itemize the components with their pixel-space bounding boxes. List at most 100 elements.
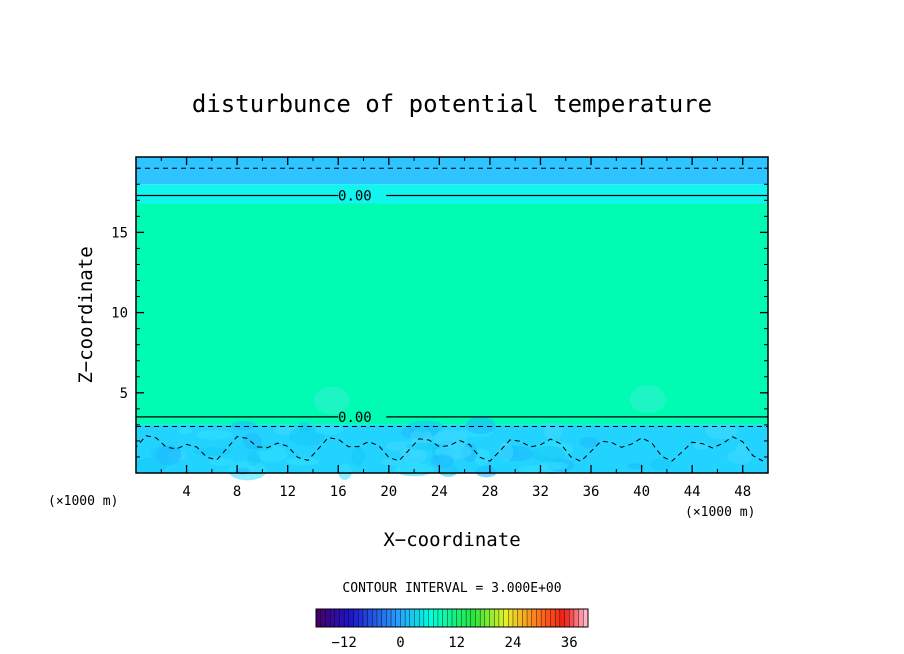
x-tick-label: 16 [330,484,347,500]
y-axis-label: Z−coordinate [75,246,97,383]
colorbar-cell [550,608,556,628]
colorbar-cell [390,608,397,628]
colorbar-cell [517,608,523,628]
x-tick-label: 4 [182,484,190,500]
x-tick-label: 44 [684,484,701,500]
colorbar-cell [320,608,326,628]
surface-patch [177,427,192,435]
colorbar-tick-label: 0 [396,635,404,651]
colorbar-cell [531,608,537,628]
surface-patch [242,433,262,450]
surface-patch [433,429,468,449]
surface-patch [192,447,232,456]
colorbar-cell [400,608,406,628]
surface-patch [410,427,433,447]
colorbar-cell [508,608,514,628]
colorbar-cell [451,608,458,628]
contour-label: 0.00 [338,188,372,204]
colorbar-cell [353,608,359,628]
colorbar-cell [372,608,378,628]
surface-patch [579,436,599,448]
colorbar-cell [536,608,542,628]
x-unit-right-label: (×1000 m) [685,505,755,520]
colorbar-cell [479,608,486,628]
colorbar-cell [325,608,331,628]
boundary-layer-contour [135,426,764,462]
surface-patch [430,454,455,468]
colorbar-cell [503,608,509,628]
surface-patch [465,416,496,435]
colorbar-cell [564,608,570,628]
colorbar-cell [423,608,430,628]
colorbar-cell [545,608,551,628]
colorbar-cell [447,608,453,628]
surface-patch [705,424,739,440]
contour-label: 0.00 [338,410,372,426]
band-2 [136,203,768,425]
colorbar-cell [578,608,584,628]
colorbar-cell [437,608,444,628]
colorbar-cell [484,608,491,628]
colorbar-cell [433,608,439,628]
surface-patch [209,458,235,466]
colorbar-cell [559,608,566,628]
colorbar-cell [554,608,561,628]
thermal-bump [629,385,666,414]
colorbar-cell [418,608,425,628]
colorbar-cell [498,608,505,628]
x-tick-label: 12 [279,484,296,500]
colorbar-cell [343,608,350,628]
colorbar-cell [362,608,369,628]
x-tick-label: 32 [532,484,549,500]
x-tick-label: 40 [633,484,650,500]
colorbar-cell [489,608,495,628]
contour-interval-label: CONTOUR INTERVAL = 3.000E+00 [342,581,561,596]
surface-patch [475,466,498,478]
colorbar-cell [315,608,322,628]
surface-patch [196,429,234,440]
colorbar-cell [409,608,415,628]
colorbar-cell [395,608,401,628]
colorbar-cell [526,608,533,628]
colorbar: −12 0 12 24 36 [315,608,589,651]
band-1 [136,184,768,204]
colorbar-cell [339,608,345,628]
colorbar-cell [573,608,580,628]
colorbar-cell [428,608,434,628]
colorbar-cell [358,608,364,628]
surface-patch [247,451,261,466]
colorbar-frame [315,608,589,628]
surface-patch [735,442,749,454]
x-axis-label: X−coordinate [383,529,520,551]
colorbar-cell [404,608,411,628]
x-unit-left-label: (×1000 m) [48,494,118,509]
surface-patch [400,445,428,465]
surface-patch [156,445,182,466]
surface-patch [518,465,543,473]
colorbar-cell [329,608,336,628]
x-tick-label: 20 [380,484,397,500]
colorbar-cell [512,608,519,628]
surface-patch [727,450,752,464]
colorbar-tick-label: −12 [331,635,356,651]
x-tick-label: 48 [734,484,751,500]
colorbar-cell [540,608,547,628]
plot-frame [135,156,769,474]
x-tick-label: 24 [431,484,448,500]
contour-lines: 0.00 0.00 [135,167,768,462]
colorbar-cell [376,608,383,628]
x-tick-label: 36 [583,484,600,500]
colorbar-cell [442,608,448,628]
y-tick-label: 10 [111,306,128,322]
x-tick-label: 28 [481,484,498,500]
surface-patch [338,463,352,480]
x-tick-label: 8 [233,484,241,500]
colorbar-cell [348,608,355,628]
surface-patch [351,446,366,466]
surface-patch [627,463,644,470]
colorbar-cell [456,608,462,628]
y-tick-label: 5 [120,386,128,402]
colorbar-cell [475,608,481,628]
colorbar-cell [414,608,420,628]
